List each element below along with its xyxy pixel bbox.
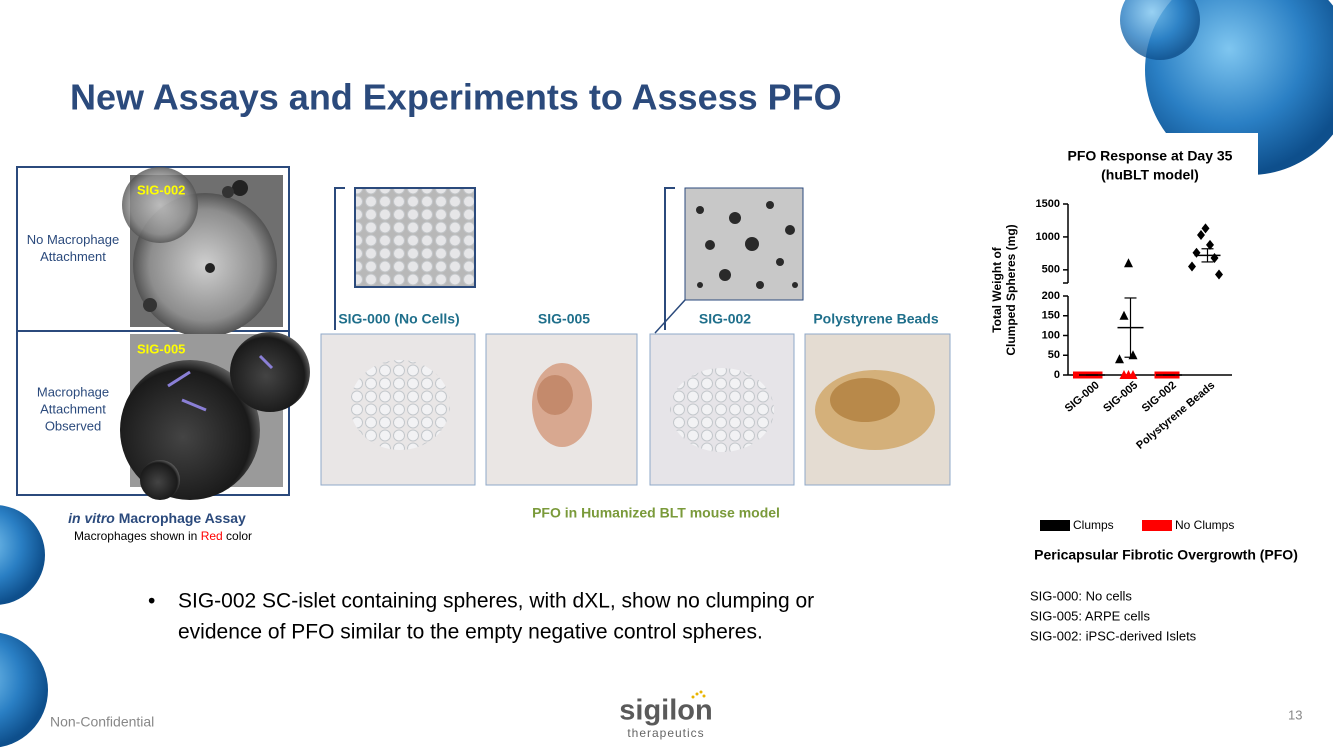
note-text: Macrophages shown in [74, 529, 197, 543]
decor-sphere [1120, 0, 1200, 60]
photo-label: SIG-000 (No Cells) [338, 311, 459, 327]
decor-sphere [0, 632, 48, 748]
data-point [1215, 269, 1223, 280]
chart-title: PFO Response at Day 35 [1068, 148, 1233, 164]
page-number: 13 [1288, 707, 1302, 722]
photo-label: Polystyrene Beads [813, 311, 938, 327]
y-axis-label: Clumped Spheres (mg) [1004, 224, 1018, 355]
blt-caption: PFO in Humanized BLT mouse model [532, 505, 780, 521]
note-red: Red [201, 529, 223, 543]
y-tick-label: 150 [1042, 310, 1060, 322]
decor-sphere [0, 505, 45, 605]
data-point [1197, 229, 1205, 240]
key-line: SIG-002: iPSC-derived Islets [1030, 628, 1197, 643]
zoom-image [654, 187, 804, 334]
key-line: SIG-005: ARPE cells [1030, 608, 1150, 623]
bullet-line: evidence of PFO similar to the empty neg… [178, 621, 763, 644]
photo [649, 333, 795, 486]
legend-swatch [1040, 520, 1070, 531]
logo: sigilon [619, 695, 712, 727]
data-point [1124, 258, 1133, 268]
data-point [1192, 247, 1201, 258]
bullet-dot: • [148, 590, 155, 613]
bullet-line: SIG-002 SC-islet containing spheres, wit… [178, 590, 814, 613]
caption-italic: in vitro [68, 510, 115, 526]
data-point [1128, 370, 1138, 379]
logo-sub: therapeutics [627, 726, 704, 740]
photo-label: SIG-002 [699, 311, 751, 327]
row-label: Attachment [40, 401, 106, 416]
footer-left: Non-Confidential [50, 714, 154, 730]
logo-dots [691, 690, 706, 699]
chart-title: (huBLT model) [1101, 167, 1199, 183]
slide-title: New Assays and Experiments to Assess PFO [70, 77, 842, 118]
y-tick-label: 0 [1054, 369, 1060, 381]
assay-image [120, 332, 310, 500]
y-tick-label: 1000 [1036, 231, 1060, 243]
key-line: SIG-000: No cells [1030, 588, 1132, 603]
zoom-image [334, 187, 476, 330]
photo [804, 333, 951, 486]
y-tick-label: 200 [1042, 290, 1060, 302]
y-tick-label: 50 [1048, 349, 1060, 361]
data-point [1201, 223, 1210, 234]
data-point [1115, 354, 1124, 364]
y-tick-label: 100 [1042, 329, 1060, 341]
assay-note: Macrophages shown in Red color [74, 529, 252, 543]
y-axis-label: Total Weight of [990, 246, 1004, 333]
legend-swatch [1142, 520, 1172, 531]
data-point [1119, 310, 1129, 320]
assay-caption: in vitro Macrophage Assay [68, 510, 246, 526]
data-point [1073, 371, 1080, 379]
x-axis-label: Pericapsular Fibrotic Overgrowth (PFO) [1034, 547, 1298, 563]
photo [320, 333, 476, 486]
image-tag: SIG-002 [137, 182, 185, 197]
row-label: Macrophage [37, 384, 109, 399]
note-text: color [226, 529, 252, 543]
image-tag: SIG-005 [137, 341, 185, 356]
data-point [1119, 370, 1129, 379]
y-tick-label: 500 [1042, 264, 1060, 276]
photo [485, 333, 638, 486]
row-label: Attachment [40, 249, 106, 264]
photo-label: SIG-005 [538, 311, 590, 327]
y-tick-label: 1500 [1036, 198, 1060, 210]
row-label: Observed [45, 418, 101, 433]
data-point [1188, 261, 1196, 272]
chart-background [1022, 133, 1258, 393]
assay-image [122, 167, 283, 337]
legend-label: Clumps [1073, 518, 1114, 532]
legend-label: No Clumps [1175, 518, 1234, 532]
caption-text: Macrophage Assay [119, 510, 246, 526]
data-point [1206, 239, 1214, 250]
row-label: No Macrophage [27, 232, 120, 247]
